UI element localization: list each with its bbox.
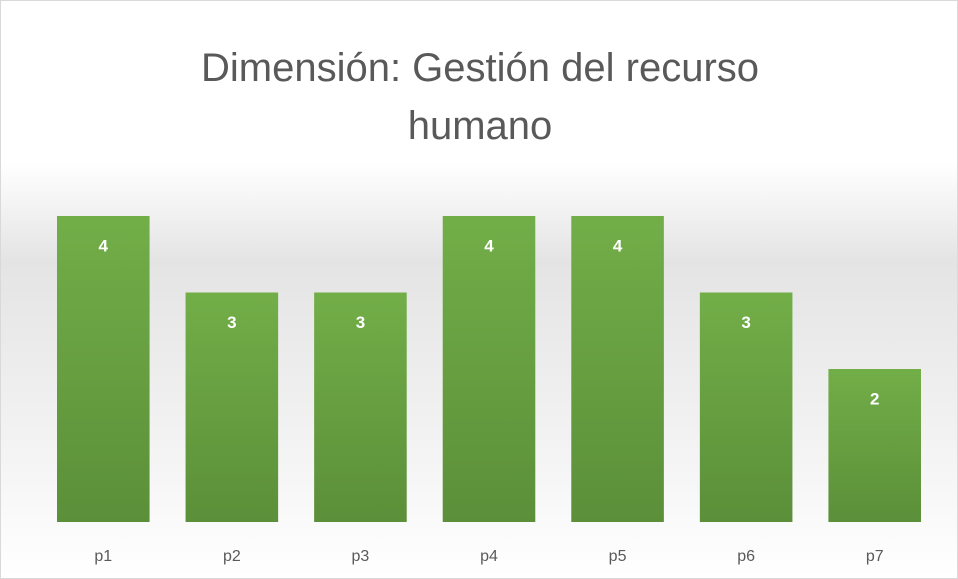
data-label: 3 xyxy=(741,313,750,332)
bar xyxy=(442,216,536,522)
bar xyxy=(57,216,150,522)
x-tick-label: p3 xyxy=(352,548,370,565)
data-label: 4 xyxy=(484,236,494,255)
data-label: 2 xyxy=(870,389,879,408)
x-tick-label: p1 xyxy=(94,548,112,565)
bar xyxy=(314,292,407,522)
bar xyxy=(185,292,279,522)
data-label: 3 xyxy=(356,313,365,332)
data-label: 4 xyxy=(99,236,109,255)
bar xyxy=(828,369,921,522)
x-tick-label: p7 xyxy=(866,548,884,565)
chart-title: Dimensión: Gestión del recurso humano xyxy=(200,46,760,148)
bar xyxy=(571,216,664,522)
data-label: 4 xyxy=(613,236,623,255)
x-tick-label: p2 xyxy=(223,548,241,565)
x-tick-label: p4 xyxy=(480,548,498,565)
bar xyxy=(699,292,793,522)
x-tick-label: p6 xyxy=(737,548,755,565)
x-tick-label: p5 xyxy=(609,548,627,565)
data-label: 3 xyxy=(227,313,236,332)
